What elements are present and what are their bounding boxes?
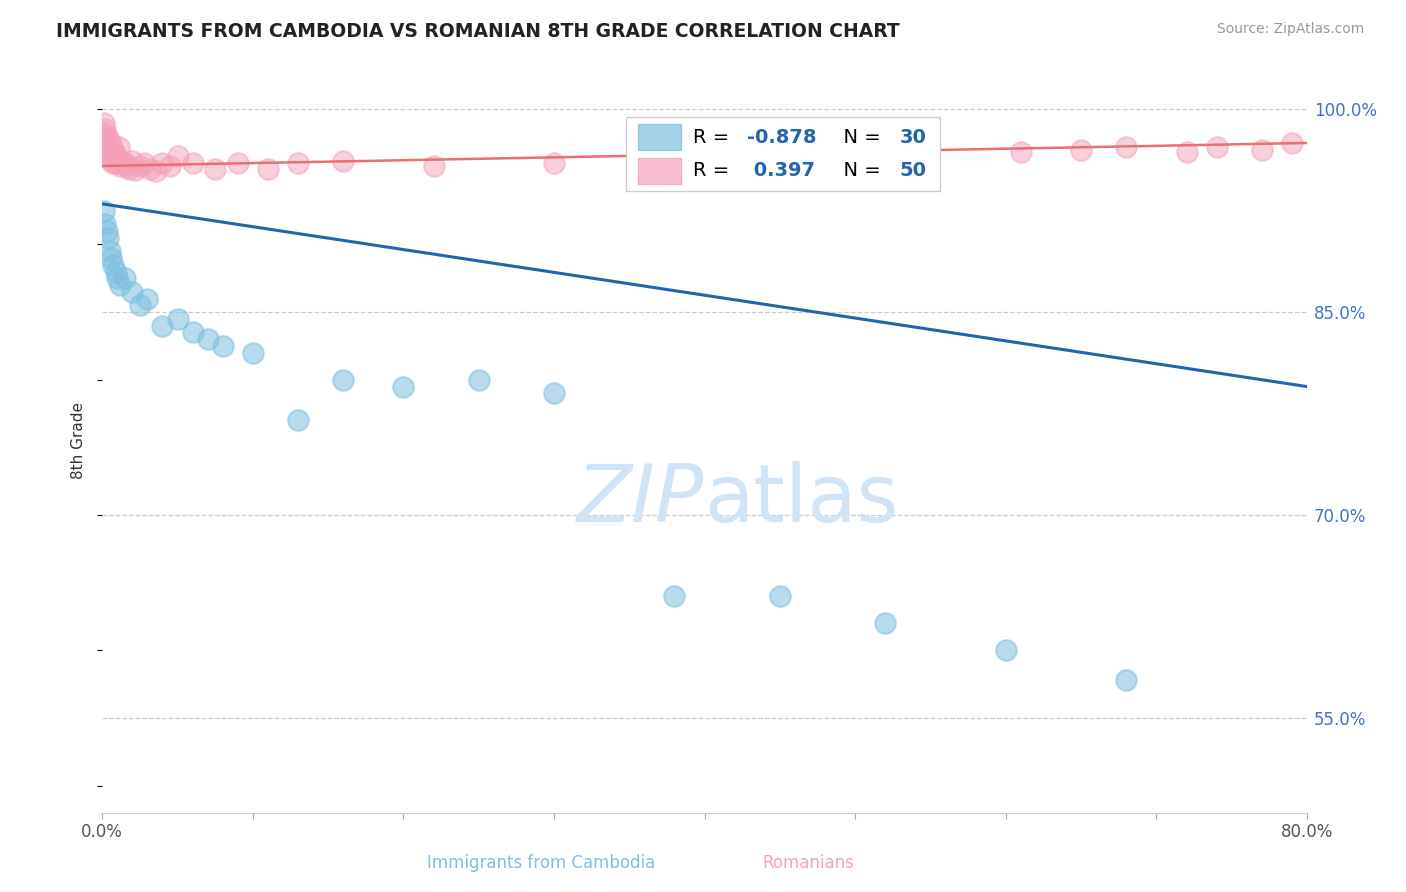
Point xyxy=(110,159,132,173)
Point xyxy=(136,292,159,306)
Point xyxy=(97,145,120,160)
Point xyxy=(93,116,115,130)
Point xyxy=(98,244,121,259)
Point xyxy=(93,203,115,218)
Point xyxy=(101,143,124,157)
Point xyxy=(107,140,129,154)
Text: -0.878: -0.878 xyxy=(747,128,817,146)
Point xyxy=(1281,136,1303,150)
Text: Source: ZipAtlas.com: Source: ZipAtlas.com xyxy=(1216,22,1364,37)
Text: N =: N = xyxy=(831,128,887,146)
Text: Romanians: Romanians xyxy=(762,855,855,872)
Point xyxy=(1175,145,1198,160)
Point xyxy=(98,140,121,154)
Point xyxy=(197,332,219,346)
Text: 30: 30 xyxy=(900,128,927,146)
Point xyxy=(769,590,792,604)
Point xyxy=(1010,145,1032,160)
Y-axis label: 8th Grade: 8th Grade xyxy=(72,402,86,479)
Point xyxy=(693,149,716,163)
Point xyxy=(100,153,122,168)
Point xyxy=(104,149,127,163)
Point xyxy=(98,149,121,163)
Point xyxy=(166,149,188,163)
Point xyxy=(111,153,134,168)
Point xyxy=(467,373,489,387)
Point xyxy=(101,258,124,272)
Text: atlas: atlas xyxy=(704,461,898,540)
Point xyxy=(392,379,415,393)
Point xyxy=(139,161,162,176)
Point xyxy=(93,132,115,146)
Point xyxy=(242,345,264,359)
Point xyxy=(94,136,117,150)
Point xyxy=(664,590,686,604)
Point xyxy=(287,413,309,427)
Point xyxy=(204,161,226,176)
Text: Immigrants from Cambodia: Immigrants from Cambodia xyxy=(427,855,655,872)
Text: R =: R = xyxy=(693,128,735,146)
Point xyxy=(121,285,143,299)
Point xyxy=(96,224,118,238)
Point xyxy=(543,386,565,401)
Point xyxy=(332,373,354,387)
Point xyxy=(181,156,204,170)
Point xyxy=(211,339,233,353)
Point xyxy=(287,156,309,170)
Text: 50: 50 xyxy=(900,161,927,180)
Point xyxy=(1250,143,1272,157)
Point xyxy=(332,153,354,168)
Point xyxy=(128,159,150,173)
Point xyxy=(118,161,141,176)
Point xyxy=(114,271,136,285)
Point xyxy=(226,156,249,170)
Point xyxy=(104,264,127,278)
FancyBboxPatch shape xyxy=(638,124,681,151)
FancyBboxPatch shape xyxy=(626,117,939,192)
Point xyxy=(152,318,174,333)
Point xyxy=(114,156,136,170)
Point xyxy=(1070,143,1092,157)
Point xyxy=(124,163,146,178)
FancyBboxPatch shape xyxy=(638,158,681,184)
Point xyxy=(115,159,138,173)
Point xyxy=(1115,140,1137,154)
Point xyxy=(159,159,181,173)
Point xyxy=(152,156,174,170)
Point xyxy=(96,129,118,144)
Point xyxy=(97,230,120,244)
Text: N =: N = xyxy=(831,161,887,180)
Point xyxy=(128,298,150,312)
Point xyxy=(100,251,122,265)
Text: ZIP: ZIP xyxy=(578,461,704,540)
Text: 0.397: 0.397 xyxy=(747,161,814,180)
Point xyxy=(94,217,117,231)
Point xyxy=(96,143,118,157)
Point xyxy=(100,136,122,150)
Point xyxy=(1205,140,1227,154)
Point xyxy=(422,159,444,173)
Point xyxy=(875,153,897,168)
Point xyxy=(166,312,188,326)
Point xyxy=(97,132,120,146)
Point xyxy=(110,278,132,293)
Text: R =: R = xyxy=(693,161,735,180)
Point xyxy=(103,145,125,160)
Point xyxy=(105,271,128,285)
Point xyxy=(94,122,117,136)
Point xyxy=(91,127,114,141)
Point xyxy=(145,164,167,178)
Point xyxy=(257,161,280,176)
Point xyxy=(181,326,204,340)
Point xyxy=(105,156,128,170)
Text: IMMIGRANTS FROM CAMBODIA VS ROMANIAN 8TH GRADE CORRELATION CHART: IMMIGRANTS FROM CAMBODIA VS ROMANIAN 8TH… xyxy=(56,22,900,41)
Point xyxy=(1115,673,1137,688)
Point xyxy=(121,153,143,168)
Point xyxy=(134,156,156,170)
Point xyxy=(875,616,897,631)
Point xyxy=(994,643,1017,657)
Point xyxy=(101,156,124,170)
Point xyxy=(543,156,565,170)
